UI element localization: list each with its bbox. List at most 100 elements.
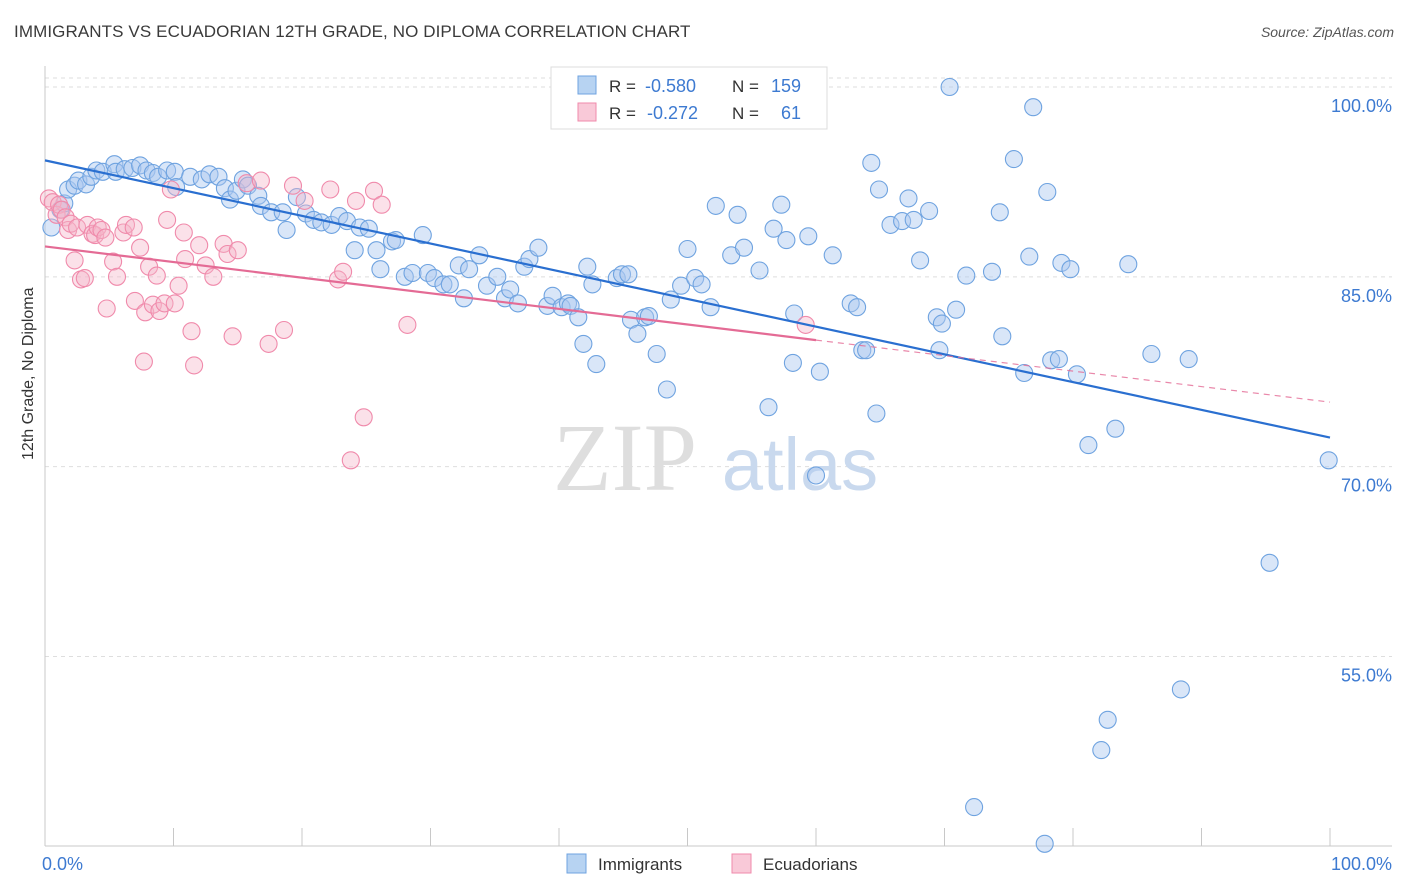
immigrants-point-56 bbox=[449, 256, 468, 275]
bottom-legend: Immigrants Ecuadorians bbox=[566, 853, 858, 874]
immigrants-point-143 bbox=[1092, 741, 1111, 760]
immigrants-point-82 bbox=[628, 324, 647, 343]
immigrants-point-119 bbox=[911, 251, 930, 270]
watermark-atlas: atlas bbox=[722, 423, 878, 506]
ecuadorians-point-29 bbox=[143, 295, 162, 314]
immigrants-point-77 bbox=[587, 355, 606, 374]
immigrants-point-126 bbox=[957, 266, 976, 285]
immigrants-point-25 bbox=[215, 179, 234, 198]
ecuadorians-point-39 bbox=[182, 322, 201, 341]
stats-n-value-1: 159 bbox=[771, 76, 801, 96]
immigrants-point-127 bbox=[965, 798, 984, 817]
immigrants-point-111 bbox=[857, 341, 876, 360]
immigrants-point-123 bbox=[932, 314, 951, 333]
immigrants-point-91 bbox=[692, 275, 711, 294]
ecuadorians-point-45 bbox=[218, 244, 237, 264]
immigrants-point-113 bbox=[867, 404, 886, 423]
y-tick-label-3: 55.0% bbox=[1341, 665, 1392, 685]
stats-n-label-1: N = bbox=[732, 77, 759, 96]
immigrants-point-144 bbox=[1098, 710, 1117, 729]
immigrants-point-95 bbox=[728, 205, 747, 224]
ecuadorians-point-17 bbox=[96, 228, 115, 247]
immigrants-point-53 bbox=[425, 269, 444, 288]
immigrants-point-75 bbox=[578, 257, 597, 276]
ecuadorians-point-58 bbox=[346, 191, 366, 210]
ecuadorians-point-57 bbox=[341, 451, 360, 470]
ecuadorians-point-41 bbox=[190, 236, 209, 255]
immigrants-point-134 bbox=[1024, 98, 1043, 117]
immigrants-point-101 bbox=[777, 231, 796, 250]
ecuadorians-point-52 bbox=[283, 176, 303, 195]
immigrants-point-138 bbox=[1049, 350, 1068, 369]
ecuadorians-trend-extension bbox=[815, 339, 1331, 403]
immigrants-point-67 bbox=[529, 238, 548, 257]
immigrants-point-133 bbox=[1020, 247, 1039, 266]
immigrants-point-145 bbox=[1106, 419, 1125, 438]
stats-legend-frame bbox=[550, 66, 828, 130]
ecuadorians-point-40 bbox=[185, 356, 204, 375]
immigrants-point-104 bbox=[799, 227, 818, 246]
ecuadorians-point-60 bbox=[364, 181, 384, 200]
stats-r-value-2: -0.272 bbox=[647, 103, 698, 123]
immigrants-point-120 bbox=[920, 201, 939, 221]
ecuadorians-point-54 bbox=[321, 180, 340, 199]
stats-legend-swatch-ecuadorians bbox=[577, 102, 597, 122]
immigrants-point-130 bbox=[993, 327, 1012, 346]
y-tick-label-0: 100.0% bbox=[1331, 96, 1392, 116]
immigrants-point-89 bbox=[678, 239, 697, 259]
stats-n-value-2: 61 bbox=[781, 103, 801, 123]
immigrants-point-110 bbox=[853, 341, 872, 360]
immigrants-point-84 bbox=[639, 307, 658, 326]
immigrants-point-118 bbox=[904, 210, 923, 229]
stats-n-label-2: N = bbox=[732, 104, 759, 123]
immigrants-point-58 bbox=[460, 260, 479, 279]
immigrants-point-61 bbox=[488, 267, 507, 286]
immigrants-point-18 bbox=[158, 161, 177, 180]
immigrants-point-86 bbox=[657, 380, 676, 399]
ecuadorians-point-18 bbox=[97, 299, 116, 318]
immigrants-point-10 bbox=[105, 155, 124, 174]
immigrants-point-73 bbox=[569, 308, 588, 327]
y-tick-label-1: 85.0% bbox=[1341, 286, 1392, 306]
immigrants-point-135 bbox=[1035, 834, 1054, 853]
ecuadorians-point-25 bbox=[131, 238, 150, 257]
ecuadorians-point-32 bbox=[155, 294, 174, 313]
y-tick-label-2: 70.0% bbox=[1341, 476, 1392, 496]
ecuadorians-point-12 bbox=[78, 215, 97, 234]
immigrants-point-109 bbox=[848, 298, 867, 317]
axes bbox=[44, 66, 1392, 847]
immigrants-trend-line bbox=[44, 159, 1331, 439]
immigrants-point-99 bbox=[764, 219, 783, 238]
immigrants-point-141 bbox=[1067, 365, 1086, 384]
immigrants-point-63 bbox=[501, 280, 520, 299]
ecuadorians-point-53 bbox=[295, 191, 314, 210]
ecuadorians-point-11 bbox=[75, 269, 94, 288]
immigrants-point-85 bbox=[647, 344, 666, 364]
ecuadorians-point-62 bbox=[398, 315, 417, 334]
immigrants-point-117 bbox=[899, 189, 918, 208]
x-tick-label-1: 100.0% bbox=[1331, 854, 1392, 874]
immigrants-point-97 bbox=[750, 261, 769, 280]
immigrants-point-51 bbox=[413, 226, 432, 245]
ecuadorians-point-20 bbox=[107, 267, 127, 286]
legend-swatch-immigrants bbox=[566, 853, 587, 874]
ecuadorians-point-19 bbox=[104, 252, 123, 271]
ecuadorians-point-36 bbox=[169, 276, 188, 295]
ecuadorians-point-26 bbox=[134, 352, 153, 371]
immigrants-point-96 bbox=[734, 238, 754, 257]
ecuadorians-point-49 bbox=[251, 171, 270, 190]
ecuadorians-point-33 bbox=[158, 210, 177, 229]
ecuadorians-point-47 bbox=[228, 241, 247, 260]
immigrants-point-122 bbox=[930, 341, 949, 360]
stats-legend: R = -0.580 N = 159 R = -0.272 N = 61 bbox=[550, 66, 828, 130]
immigrants-point-24 bbox=[209, 167, 228, 186]
tick-labels: 100.0% 85.0% 70.0% 55.0% 0.0% 100.0% bbox=[42, 96, 1392, 874]
immigrants-point-102 bbox=[783, 353, 802, 372]
stats-r-label-2: R = bbox=[609, 104, 636, 123]
ecuadorians-point-37 bbox=[174, 223, 193, 242]
immigrants-point-55 bbox=[440, 275, 459, 294]
immigrants-point-151 bbox=[1319, 451, 1338, 470]
ecuadorians-point-43 bbox=[204, 267, 223, 286]
immigrants-point-140 bbox=[1061, 260, 1080, 279]
